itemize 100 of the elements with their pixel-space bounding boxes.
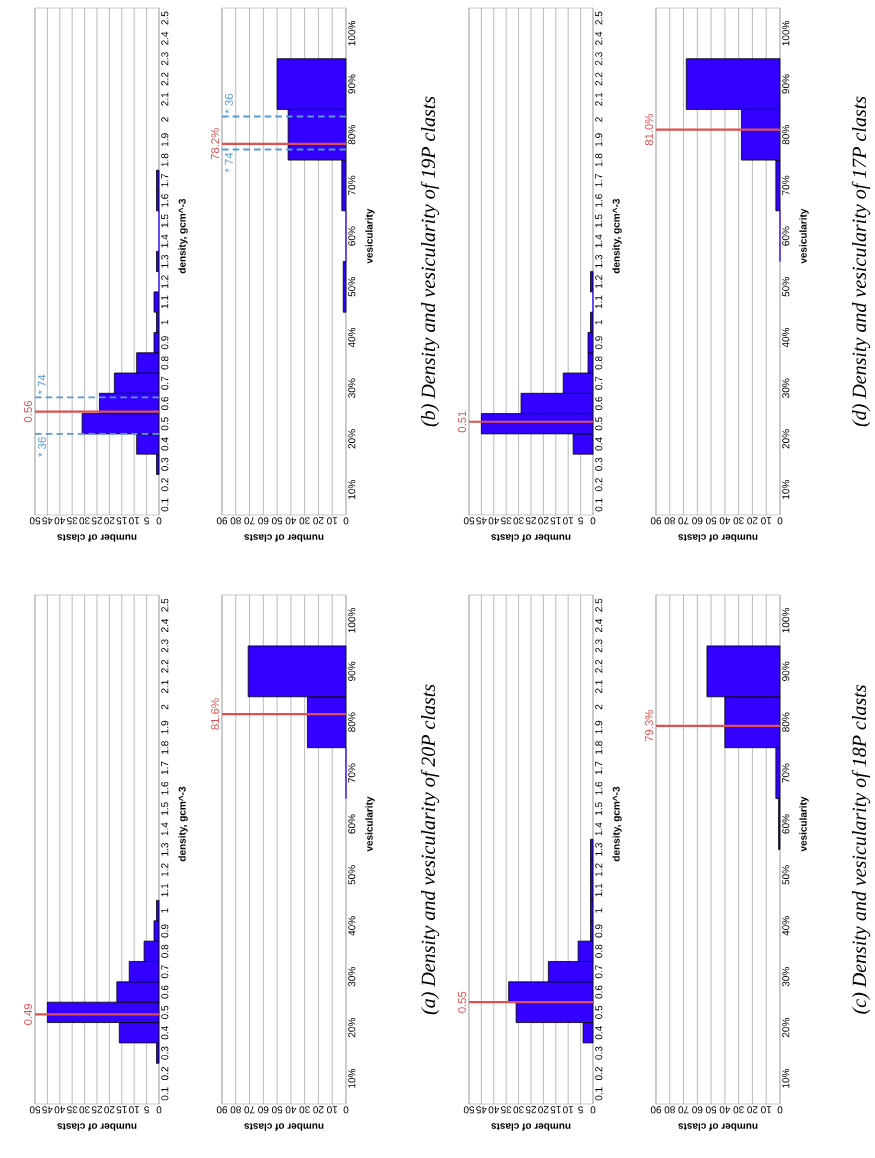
y-tick-label: 80%	[348, 712, 356, 732]
ref-line-label: 0.51	[458, 411, 467, 433]
x-tick-label: 0	[156, 1106, 162, 1114]
y-tick-label: 1.9	[161, 133, 169, 147]
y-tick-label: 0.3	[161, 1046, 169, 1060]
y-tick-label: 1.5	[161, 802, 169, 815]
y-tick-label: 90%	[782, 74, 790, 94]
y-tick-label: 1.8	[161, 153, 169, 167]
x-tick-label: 80	[230, 1106, 241, 1114]
y-tick-label: 2.2	[161, 72, 169, 86]
y-tick-label: 0.8	[161, 944, 169, 958]
annotation: * 74	[224, 152, 233, 173]
x-tick-label: 25	[91, 1106, 103, 1114]
y-tick-label: 1.3	[161, 254, 169, 268]
y-tick-label: 90%	[348, 74, 356, 94]
y-tick-label: 0.2	[595, 1067, 603, 1081]
y-tick-label: 1.8	[595, 741, 603, 754]
y-tick-label: 10%	[348, 1068, 356, 1088]
x-tick-label: 25	[525, 517, 537, 525]
y-axis-title: density, gcm^-3	[612, 786, 622, 862]
x-tick-label: 0	[343, 1106, 349, 1114]
x-tick-label: 30	[733, 1106, 744, 1114]
y-tick-label: 50%	[348, 277, 356, 297]
y-tick-label: 0.4	[595, 437, 603, 451]
y-tick-label: 1.3	[595, 842, 603, 856]
x-tick-label: 25	[91, 517, 103, 525]
x-tick-label: 25	[525, 1106, 537, 1114]
y-tick-label: 2	[161, 117, 169, 122]
x-tick-label: 10	[129, 1106, 139, 1114]
y-tick-label: 60%	[348, 814, 356, 834]
y-tick-label: 2.3	[595, 639, 603, 653]
y-tick-label: 0.7	[595, 965, 603, 979]
y-tick-label: 2.1	[595, 92, 603, 106]
y-tick-label: 1.7	[595, 761, 603, 775]
y-tick-label: 2	[161, 704, 169, 710]
y-axis-title: vesicularity	[365, 796, 375, 852]
x-tick-label: 15	[116, 1106, 127, 1114]
x-tick-label: 80	[664, 1106, 675, 1114]
annotation: * 74	[37, 374, 46, 395]
x-tick-label: 5	[144, 1106, 149, 1114]
y-tick-label: 2.4	[595, 31, 603, 45]
y-tick-label: 70%	[348, 763, 356, 783]
y-tick-label: 1.6	[595, 781, 603, 795]
y-tick-label: 1.7	[161, 173, 169, 187]
x-tick-label: 70	[244, 1106, 255, 1114]
x-axis-title: number of clasts	[678, 534, 758, 542]
y-tick-label: 1.2	[595, 863, 603, 877]
x-tick-label: 50	[705, 517, 717, 525]
y-tick-label: 1.4	[595, 234, 603, 248]
text: (c) Density and vesicularity of 18P clasts	[851, 685, 871, 1014]
x-axis-title: number of clasts	[491, 1123, 571, 1131]
x-axis-title: number of clasts	[57, 534, 137, 542]
y-tick-label: 1.8	[161, 741, 169, 754]
y-tick-label: 60%	[782, 226, 790, 246]
y-tick-label: 1.4	[161, 234, 169, 248]
x-tick-label: 40	[285, 1106, 297, 1114]
x-tick-label: 20	[313, 517, 324, 525]
y-tick-label: 0.8	[595, 356, 603, 370]
y-tick-label: 0.6	[595, 396, 603, 411]
y-tick-label: 0.5	[595, 1005, 603, 1019]
ref-line-label: 79.3%	[645, 710, 654, 742]
y-tick-label: 0.3	[161, 457, 169, 471]
x-tick-label: 35	[67, 1106, 78, 1114]
y-tick-label: 1.1	[595, 883, 603, 897]
x-tick-label: 0	[590, 1106, 596, 1114]
y-tick-label: 80%	[782, 712, 790, 732]
y-tick-label: 100%	[782, 608, 790, 633]
y-tick-label: 0.1	[161, 1087, 169, 1101]
annotation: * 36	[37, 437, 46, 457]
x-tick-label: 50	[463, 517, 475, 525]
y-tick-label: 1.5	[595, 802, 603, 815]
y-tick-label: 0.7	[161, 376, 169, 390]
x-tick-label: 70	[678, 1106, 689, 1114]
y-tick-label: 0.6	[161, 985, 169, 999]
x-axis-title: number of clasts	[57, 1123, 137, 1131]
y-tick-label: 2.1	[161, 680, 169, 694]
y-tick-label: 0.3	[595, 457, 603, 471]
x-tick-label: 30	[513, 517, 524, 525]
y-tick-label: 20%	[782, 429, 790, 449]
y-tick-label: 0.8	[595, 944, 603, 958]
y-axis-title: vesicularity	[799, 796, 809, 852]
y-tick-label: 70%	[348, 175, 356, 195]
y-tick-label: 2.5	[161, 598, 169, 612]
y-tick-label: 0.8	[161, 356, 169, 370]
y-tick-label: 0.7	[595, 376, 603, 390]
y-tick-label: 10%	[782, 480, 790, 499]
y-tick-label: 2.1	[161, 92, 169, 106]
x-tick-label: 45	[42, 1106, 53, 1114]
y-tick-label: 10%	[348, 480, 356, 499]
y-tick-label: 1	[161, 320, 169, 325]
y-tick-label: 0.2	[161, 1067, 169, 1081]
x-tick-label: 35	[501, 517, 512, 525]
x-tick-label: 90	[216, 1106, 228, 1114]
ref-line-label: 81.6%	[211, 698, 220, 730]
y-tick-label: 1.1	[595, 295, 603, 309]
text: (a) Density and vesicularity of 20P clasts	[420, 684, 440, 1015]
x-tick-label: 0	[777, 517, 783, 525]
y-tick-label: 2.2	[595, 659, 603, 673]
y-tick-label: 1.6	[161, 194, 169, 207]
x-tick-label: 20	[747, 517, 758, 525]
